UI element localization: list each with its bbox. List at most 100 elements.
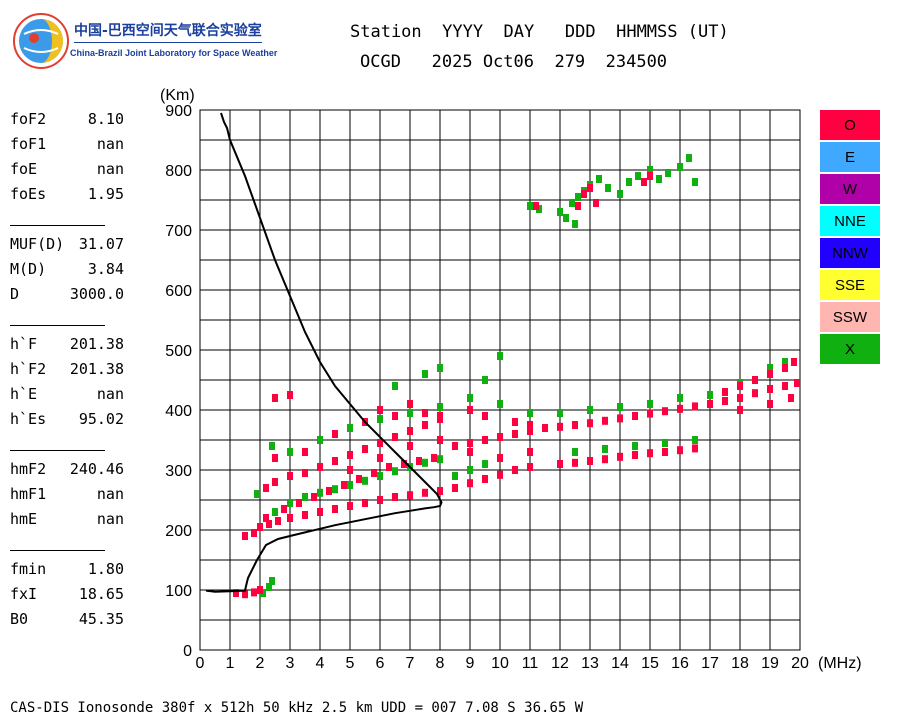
globe-logo-icon <box>13 13 69 69</box>
data-point <box>572 458 578 467</box>
data-point <box>332 505 338 513</box>
legend-item: X <box>820 334 880 364</box>
data-point <box>407 409 413 417</box>
data-point <box>377 496 383 504</box>
data-point <box>557 422 563 431</box>
ionogram-chart: 0 1 2 3 4 5 6 7 8 9 10 11 12 13 14 15 16 17 18 19 2001002003… <box>160 87 862 672</box>
data-point <box>626 178 632 186</box>
data-point <box>767 385 773 393</box>
param-row: foF2 8.10 <box>10 110 130 128</box>
x-tick-label: 11 <box>522 655 539 672</box>
data-point <box>662 448 668 456</box>
legend-item: SSE <box>820 270 880 300</box>
param-value: 1.80 <box>87 560 124 578</box>
data-point <box>482 460 488 468</box>
legend-item: O <box>820 110 880 140</box>
x-tick-label: 15 <box>641 655 659 672</box>
data-point <box>356 475 362 483</box>
profile-curve <box>205 112 443 593</box>
param-value: nan <box>96 510 124 528</box>
data-point <box>401 460 407 468</box>
data-point <box>422 370 428 378</box>
legend-item: E <box>820 142 880 172</box>
param-separator <box>10 225 105 226</box>
data-point <box>617 452 623 461</box>
param-value: 95.02 <box>78 410 124 428</box>
param-label: D <box>10 285 20 303</box>
param-row: foF1 nan <box>10 135 130 153</box>
data-point <box>632 412 638 420</box>
data-point <box>347 451 353 459</box>
data-point <box>542 424 548 432</box>
data-point <box>416 457 422 465</box>
data-point <box>692 436 698 444</box>
legend-item: W <box>820 174 880 204</box>
data-point <box>647 166 653 174</box>
data-point <box>341 481 347 489</box>
x-tick-label: 3 <box>286 655 295 672</box>
data-point <box>647 400 653 408</box>
data-point <box>482 376 488 384</box>
param-separator <box>10 550 105 551</box>
param-row: fxI 18.65 <box>10 585 130 603</box>
y-tick-label: 500 <box>165 343 192 360</box>
legend-item: NNE <box>820 206 880 236</box>
data-point <box>287 499 293 507</box>
data-point <box>782 382 788 390</box>
data-point <box>272 478 278 486</box>
data-point <box>647 172 653 180</box>
data-point <box>557 460 563 468</box>
data-point <box>272 508 278 516</box>
data-point <box>557 208 563 216</box>
data-point <box>635 172 641 180</box>
param-row: B0 45.35 <box>10 610 130 628</box>
data-point <box>722 397 728 405</box>
param-value: nan <box>96 385 124 403</box>
param-label: h`F <box>10 335 38 353</box>
data-point <box>677 404 683 413</box>
param-row: h`F 201.38 <box>10 335 130 353</box>
data-point <box>656 175 662 183</box>
data-point <box>512 418 518 426</box>
param-value: 31.07 <box>78 235 124 253</box>
y-tick-label: 600 <box>165 283 192 300</box>
data-point <box>467 466 473 474</box>
data-point <box>707 391 713 399</box>
param-label: foF1 <box>10 135 47 153</box>
logo-title-cn: 中国-巴西空间天气联合实验室 <box>74 23 262 39</box>
param-label: M(D) <box>10 260 47 278</box>
data-point <box>377 439 383 447</box>
param-row: M(D) 3.84 <box>10 260 130 278</box>
data-point <box>587 457 593 465</box>
data-point <box>272 454 278 462</box>
data-point <box>287 514 293 522</box>
data-point <box>557 409 563 417</box>
data-point <box>602 416 608 425</box>
data-point <box>767 370 773 378</box>
param-label: hmF2 <box>10 460 47 478</box>
x-tick-label: 4 <box>316 655 325 672</box>
data-point <box>437 364 443 372</box>
data-point <box>269 577 275 585</box>
data-point <box>431 454 437 462</box>
data-point <box>347 424 353 432</box>
data-point <box>377 472 383 480</box>
data-point <box>347 481 353 489</box>
x-tick-label: 19 <box>761 655 779 672</box>
y-tick-label: 800 <box>165 163 192 180</box>
data-point <box>407 442 413 450</box>
param-row: MUF(D) 31.07 <box>10 235 130 253</box>
param-value: 3000.0 <box>69 285 124 303</box>
data-point <box>467 406 473 414</box>
param-value: 201.38 <box>69 360 124 378</box>
data-point <box>407 400 413 408</box>
header-line-1: Station YYYY DAY DDD HHMMSS (UT) <box>350 22 729 42</box>
data-point <box>287 472 293 480</box>
data-point <box>617 403 623 411</box>
param-value: 1.95 <box>87 185 124 203</box>
y-tick-label: 900 <box>165 103 192 120</box>
param-row: foE nan <box>10 160 130 178</box>
data-point <box>242 590 248 599</box>
data-point <box>251 588 257 597</box>
param-label: B0 <box>10 610 29 628</box>
